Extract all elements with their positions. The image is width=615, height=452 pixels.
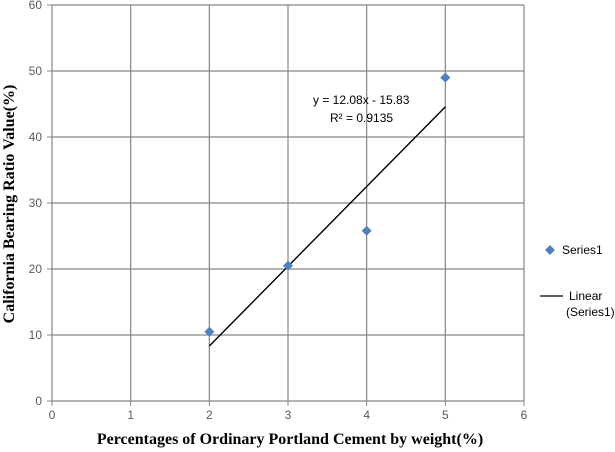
x-tick-label: 2 (206, 408, 213, 422)
y-tick-label: 30 (29, 196, 43, 210)
grid-lines (52, 4, 525, 401)
trendline-group (208, 106, 446, 347)
y-tick-label: 60 (29, 0, 43, 12)
x-tick-labels: 0 1 2 3 4 5 6 (49, 408, 528, 422)
data-point (283, 260, 293, 271)
y-tick-label: 40 (29, 130, 43, 144)
legend-trendline-label-line2: (Series1) (566, 305, 615, 319)
legend: Series1 Linear (Series1) (540, 243, 615, 319)
trendline-r2: R² = 0.9135 (330, 111, 393, 125)
data-point (204, 326, 215, 337)
axes (47, 4, 525, 406)
x-tick-label: 6 (521, 408, 528, 422)
y-tick-labels: 0 10 20 30 40 50 60 (29, 0, 43, 408)
y-tick-label: 0 (35, 394, 42, 408)
x-tick-label: 1 (127, 408, 134, 422)
data-points (204, 72, 451, 337)
x-tick-label: 0 (49, 408, 56, 422)
legend-diamond-icon (545, 245, 555, 255)
y-axis-title: California Bearing Ratio Value(%) (1, 85, 18, 324)
data-point (361, 225, 372, 236)
x-tick-label: 4 (363, 408, 370, 422)
legend-series-marker (545, 245, 555, 255)
y-tick-label: 10 (29, 328, 43, 342)
legend-trendline-label-line1: Linear (569, 289, 602, 303)
trendline (208, 106, 446, 347)
y-tick-label: 20 (29, 262, 43, 276)
data-point (440, 72, 451, 83)
x-axis-title: Percentages of Ordinary Portland Cement … (97, 431, 483, 448)
legend-series-label: Series1 (562, 243, 603, 257)
x-tick-label: 3 (285, 408, 292, 422)
trendline-equation: y = 12.08x - 15.83 (313, 93, 410, 107)
y-tick-label: 50 (29, 64, 43, 78)
x-tick-label: 5 (442, 408, 449, 422)
